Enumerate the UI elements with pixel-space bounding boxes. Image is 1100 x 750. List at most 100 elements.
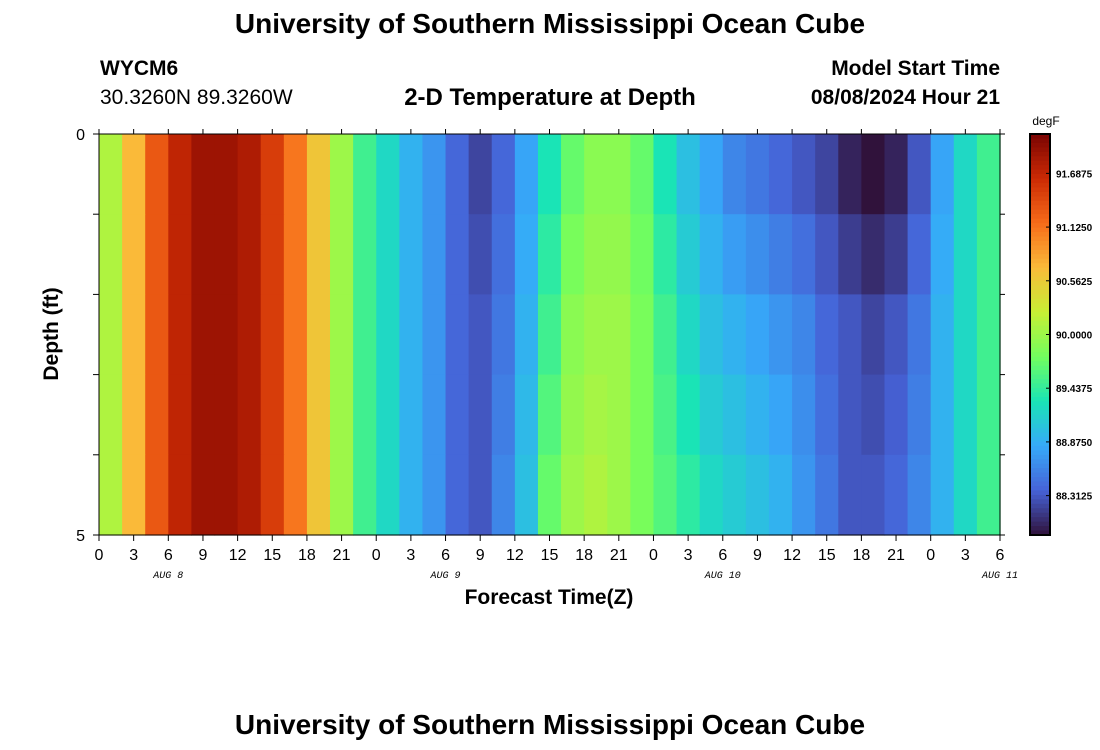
heatmap-cell — [168, 294, 193, 376]
colorbar-segment — [1030, 205, 1050, 211]
heatmap-cell — [468, 294, 493, 376]
heatmap-cell — [561, 374, 585, 456]
colorbar-segment — [1030, 249, 1050, 255]
heatmap-cell — [99, 374, 123, 456]
colorbar-segment — [1030, 392, 1050, 398]
x-tick-label: 15 — [541, 547, 559, 564]
heatmap-cell — [792, 454, 816, 536]
colorbar-segment — [1030, 405, 1050, 411]
heatmap-cell — [237, 214, 262, 295]
heatmap-cell — [792, 374, 816, 456]
heatmap-cell — [838, 134, 862, 215]
x-axis-label: Forecast Time(Z) — [465, 586, 634, 609]
heatmap-cell — [861, 134, 886, 215]
colorbar-segment — [1030, 499, 1050, 505]
heatmap-cell — [283, 214, 308, 295]
colorbar-segment — [1030, 160, 1050, 166]
colorbar-segment — [1030, 196, 1050, 202]
colorbar-segment — [1030, 365, 1050, 371]
heatmap-cell — [376, 454, 400, 536]
heatmap-cell — [399, 454, 424, 536]
heatmap-cell — [861, 374, 886, 456]
colorbar-segment — [1030, 387, 1050, 394]
colorbar: 91.6875 91.1250 90.5625 90.0000 89.4375 88.87… — [1029, 133, 1093, 536]
heatmap-cell — [630, 134, 655, 215]
colorbar-segment — [1030, 294, 1050, 300]
heatmap-cell — [561, 214, 585, 295]
heatmap-cell — [353, 454, 377, 536]
x-tick-label: 0 — [95, 547, 104, 564]
heatmap-cell — [584, 134, 608, 215]
colorbar-segment — [1030, 445, 1050, 451]
heatmap-cell — [930, 454, 955, 536]
colorbar-segment — [1030, 316, 1050, 322]
heatmap-cell — [330, 294, 354, 376]
colorbar-segment — [1030, 214, 1050, 220]
heatmap-cell — [422, 134, 447, 215]
heatmap-cell — [491, 294, 516, 376]
heatmap-cell — [884, 214, 909, 295]
colorbar-segment — [1030, 526, 1050, 532]
y-tick-label: 5 — [76, 528, 85, 545]
colorbar-tick-label: 90.0000 — [1056, 331, 1093, 342]
colorbar-segment — [1030, 419, 1050, 425]
heatmap-cell — [260, 374, 285, 456]
heatmap-cell — [99, 454, 123, 536]
heatmap-cell — [976, 454, 1001, 536]
colorbar-segment — [1030, 321, 1050, 327]
heatmap-cell — [306, 214, 331, 295]
heatmap-cell — [353, 294, 377, 376]
colorbar-segment — [1030, 187, 1050, 193]
colorbar-segment — [1030, 245, 1050, 251]
heatmap-cell — [768, 374, 793, 456]
heatmap-cell — [630, 214, 655, 295]
heatmap-cell — [214, 374, 239, 456]
colorbar-segment — [1030, 472, 1050, 478]
heatmap-cell — [376, 294, 400, 376]
heatmap-cell — [722, 134, 747, 215]
heatmap-cell — [168, 214, 193, 295]
heatmap-cell — [214, 454, 239, 536]
heatmap-cell — [468, 454, 493, 536]
heatmap-cell — [722, 294, 747, 376]
heatmap-cell — [930, 134, 955, 215]
heatmap-cell — [514, 374, 539, 456]
heatmap-cell — [514, 134, 539, 215]
colorbar-tick-label: 91.6875 — [1056, 169, 1093, 180]
heatmap-cell — [145, 214, 169, 295]
x-date-label: AUG 9 — [430, 571, 461, 582]
heatmap-cell — [676, 454, 701, 536]
heatmap-cell — [630, 294, 655, 376]
heatmap-cell — [861, 454, 886, 536]
heatmap-cell — [815, 294, 839, 376]
heatmap-cell — [168, 454, 193, 536]
colorbar-segment — [1030, 156, 1050, 162]
heatmap-cell — [653, 454, 678, 536]
chart-title: 2-D Temperature at Depth — [404, 84, 696, 111]
heatmap-cell — [399, 294, 424, 376]
heatmap-cell — [237, 134, 262, 215]
heatmap-cell — [330, 454, 354, 536]
x-tick-label: 15 — [818, 547, 836, 564]
heatmap-cell — [191, 454, 216, 536]
colorbar-segment — [1030, 209, 1050, 215]
colorbar-unit: degF — [1032, 114, 1059, 128]
colorbar-segment — [1030, 325, 1050, 331]
heatmap-cell — [722, 374, 747, 456]
heatmap-cell — [306, 454, 331, 536]
heatmap-cell — [930, 214, 955, 295]
heatmap-cell — [376, 374, 400, 456]
heatmap-cell — [191, 374, 216, 456]
heatmap-cell — [445, 294, 470, 376]
colorbar-segment — [1030, 138, 1050, 144]
colorbar-segment — [1030, 441, 1050, 447]
heatmap-cell — [99, 134, 123, 215]
heatmap-cell — [214, 294, 239, 376]
heatmap-cell — [537, 294, 562, 376]
heatmap-cell — [907, 134, 932, 215]
heatmap-cell — [283, 294, 308, 376]
heatmap-cell — [676, 294, 701, 376]
x-tick-label: 9 — [199, 547, 208, 564]
colorbar-segment — [1030, 454, 1050, 460]
heatmap-cell — [907, 374, 932, 456]
